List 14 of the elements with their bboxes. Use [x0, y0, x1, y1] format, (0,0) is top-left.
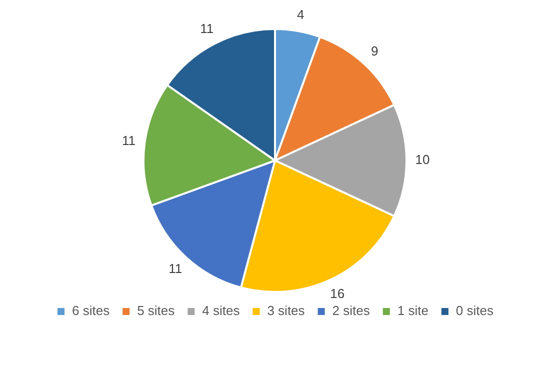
legend-label: 5 sites — [137, 303, 176, 318]
data-label: 4 — [296, 6, 304, 22]
data-label: 11 — [122, 132, 136, 148]
data-label: 10 — [415, 152, 430, 168]
data-label: 16 — [330, 286, 345, 301]
data-label: 11 — [168, 260, 182, 276]
legend-label: 6 sites — [72, 303, 110, 318]
data-label: 11 — [200, 21, 214, 36]
legend-label: 1 site — [397, 303, 428, 318]
legend-label: 2 sites — [332, 303, 370, 318]
legend-label: 4 sites — [202, 303, 240, 318]
data-label: 9 — [371, 43, 378, 58]
legend-label: 0 sites — [456, 303, 494, 318]
legend-label: 3 sites — [267, 303, 306, 318]
